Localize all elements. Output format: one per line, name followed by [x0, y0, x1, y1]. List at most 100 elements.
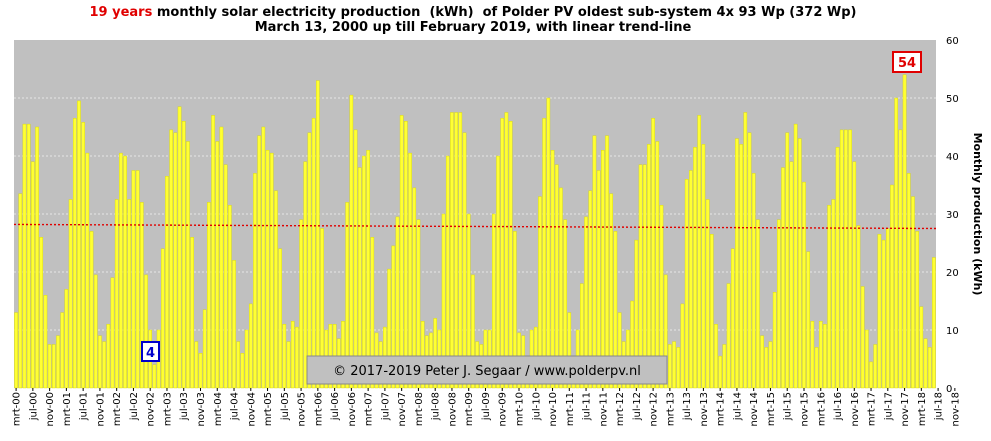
bar: [697, 115, 702, 389]
bar: [756, 219, 760, 389]
y-axis-ticks: 0 10 20 30 40 50 60: [946, 36, 959, 395]
chart-title-accent: 19 years: [90, 5, 153, 20]
x-tick-label: jul-13: [682, 392, 693, 421]
bar: [349, 94, 354, 389]
bar: [366, 149, 370, 389]
x-tick-label: mrt-09: [464, 392, 475, 426]
bar: [60, 312, 64, 389]
x-tick-label: nov-09: [498, 392, 509, 426]
bar: [588, 190, 593, 389]
bar: [886, 228, 890, 389]
bar: [898, 129, 903, 389]
bar: [818, 321, 823, 389]
bar: [777, 219, 781, 389]
x-tick-label: mrt-16: [816, 392, 827, 426]
bar: [387, 268, 391, 389]
bar: [248, 303, 253, 389]
x-tick-label: nov-14: [749, 392, 760, 426]
bar: [186, 141, 190, 389]
bar: [919, 306, 924, 389]
bar: [282, 324, 287, 389]
bar: [676, 347, 681, 389]
x-tick-label: jul-17: [883, 392, 894, 421]
x-tick-label: mrt-15: [766, 392, 777, 426]
bar: [341, 321, 345, 389]
bar: [902, 74, 907, 389]
y-axis-label: Monthly production (kWh): [971, 133, 984, 296]
bar: [412, 187, 417, 389]
bar: [102, 341, 106, 389]
bar: [240, 353, 245, 389]
bar: [915, 231, 919, 389]
bar: [462, 132, 467, 389]
bar: [269, 152, 274, 389]
x-tick-label: mrt-08: [414, 392, 425, 426]
x-tick-label: jul-04: [230, 392, 241, 421]
bar: [693, 147, 697, 389]
bar: [215, 141, 220, 389]
bar: [831, 199, 836, 389]
bar: [592, 135, 597, 389]
y-tick-label: 30: [946, 210, 959, 221]
bar: [106, 324, 111, 389]
bar: [709, 234, 714, 389]
bar: [781, 167, 785, 389]
trend-line: [13, 223, 937, 230]
bar: [563, 219, 567, 389]
x-tick-label: nov-15: [799, 392, 810, 426]
bar: [362, 155, 366, 389]
bar: [810, 321, 815, 389]
bar: [550, 149, 555, 389]
x-tick-label: jul-09: [481, 392, 492, 421]
bar: [295, 326, 299, 389]
x-tick-label: nov-01: [95, 392, 106, 426]
bar: [814, 347, 819, 389]
x-tick-label: jul-18: [934, 392, 945, 421]
bar: [144, 274, 148, 389]
bar: [764, 347, 769, 389]
x-tick-label: nov-17: [900, 392, 911, 426]
bar: [638, 164, 643, 389]
bar: [68, 199, 73, 389]
x-tick-label: mrt-01: [62, 392, 73, 426]
chart-title-rest: monthly solar electricity production (kW…: [152, 5, 856, 20]
bar: [89, 231, 94, 389]
x-tick-label: mrt-11: [565, 392, 576, 426]
bar: [492, 213, 496, 389]
bar: [538, 196, 542, 389]
max-label: 54: [898, 56, 916, 71]
max-annotation: 54: [892, 51, 922, 73]
bar: [316, 80, 320, 389]
bar: [923, 338, 928, 389]
bar: [219, 126, 224, 389]
x-tick-label: mrt-04: [213, 392, 224, 426]
bar: [64, 289, 69, 389]
bar: [35, 126, 39, 389]
bar: [286, 341, 291, 389]
bar: [228, 205, 232, 389]
bar: [471, 274, 475, 389]
y-tick-label: 20: [946, 268, 959, 279]
bar: [609, 193, 613, 389]
chart-title: 19 years monthly solar electricity produ…: [90, 5, 857, 20]
x-tick-label: jul-16: [833, 392, 844, 421]
bar: [877, 234, 882, 389]
bar: [223, 164, 228, 389]
bar: [772, 292, 777, 389]
x-tick-label: mrt-14: [716, 392, 727, 426]
x-tick-label: jul-01: [79, 392, 90, 421]
bar: [26, 123, 31, 389]
bar: [391, 245, 396, 389]
bar: [894, 97, 898, 389]
chart-subtitle: March 13, 2000 up till February 2019, wi…: [255, 20, 692, 35]
bar: [580, 283, 584, 389]
y-tick-label: 0: [946, 384, 952, 395]
bar: [303, 161, 308, 389]
bar: [395, 216, 400, 389]
x-tick-label: jul-07: [380, 392, 391, 421]
y-tick-label: 10: [946, 326, 959, 337]
x-tick-label: mrt-00: [12, 392, 23, 426]
bar: [160, 248, 165, 389]
bar: [43, 295, 48, 389]
bar: [785, 132, 790, 389]
